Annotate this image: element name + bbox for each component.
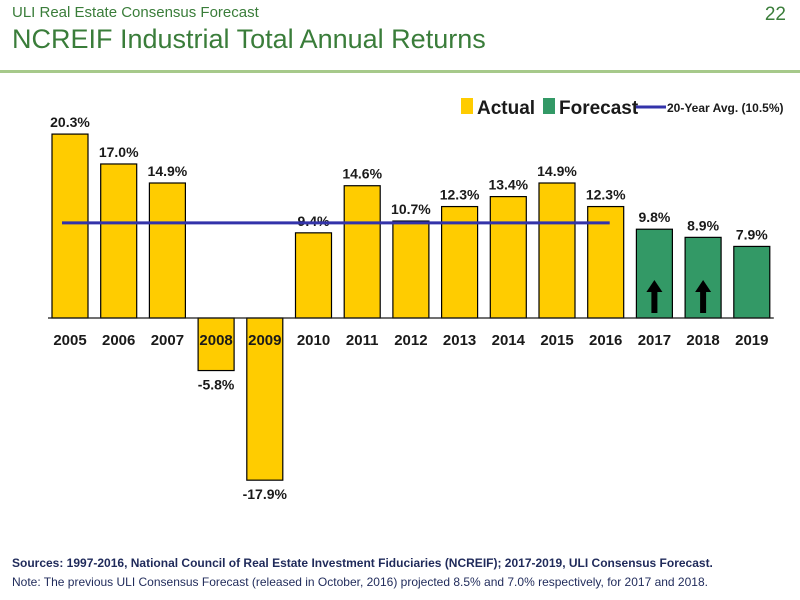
bar-2013 [441, 205, 479, 319]
note-footnote: Note: The previous ULI Consensus Forecas… [12, 575, 708, 589]
x-tick-2016: 2016 [589, 332, 622, 349]
x-tick-2007: 2007 [151, 332, 184, 349]
x-tick-2014: 2014 [492, 332, 526, 349]
bar-2010 [294, 232, 333, 319]
x-tick-2018: 2018 [686, 332, 719, 349]
value-label-2006: 17.0% [99, 144, 139, 160]
up-arrow-icon-2017 [646, 280, 663, 313]
x-tick-2015: 2015 [540, 332, 573, 349]
x-tick-2009: 2009 [248, 332, 281, 349]
value-label-2013: 12.3% [440, 187, 480, 203]
x-tick-2006: 2006 [102, 332, 135, 349]
legend-forecast-swatch [543, 98, 555, 114]
bars-group [48, 133, 774, 481]
returns-bar-chart: Actual Forecast 20-Year Avg. (10.5%) 20.… [48, 98, 784, 502]
value-labels-group: 20.3% 17.0% 14.9% -5.8% -17.9% 9.4% 14.6% 10.7%… [50, 114, 768, 502]
legend-forecast-label: Forecast [559, 98, 639, 119]
value-label-2015: 14.9% [537, 163, 577, 179]
x-tick-labels-group: 2005 2006 2007 2008 2009 2010 2011 2012 2013 2014… [53, 332, 768, 349]
x-tick-2011: 2011 [346, 332, 379, 349]
value-label-2018: 8.9% [687, 217, 719, 233]
x-tick-2010: 2010 [297, 332, 330, 349]
legend-average-label: 20-Year Avg. (10.5%) [667, 101, 784, 115]
average-line-group [62, 221, 712, 313]
bar-2015 [538, 182, 576, 319]
chart-legend: Actual Forecast 20-Year Avg. (10.5%) [461, 98, 784, 119]
bar-2012 [392, 220, 430, 319]
bar-2007 [148, 182, 186, 319]
legend-actual-swatch [461, 98, 473, 114]
bar-2006 [100, 163, 138, 319]
bar-2014 [489, 195, 527, 319]
value-label-2017: 9.8% [638, 209, 670, 225]
value-label-2014: 13.4% [488, 177, 528, 193]
x-tick-2019: 2019 [735, 332, 768, 349]
legend-actual-label: Actual [477, 98, 535, 119]
x-tick-2017: 2017 [638, 332, 671, 349]
value-label-2019: 7.9% [736, 226, 768, 242]
value-label-2011: 14.6% [342, 166, 382, 182]
bar-2009 [246, 317, 284, 481]
value-label-2008: -5.8% [198, 377, 235, 393]
bar-2008 [197, 317, 235, 372]
x-tick-2012: 2012 [394, 332, 427, 349]
value-label-2010: 9.4% [298, 213, 330, 229]
x-tick-2005: 2005 [53, 332, 86, 349]
x-tick-2013: 2013 [443, 332, 476, 349]
value-label-2007: 14.9% [148, 163, 188, 179]
bar-2011 [343, 185, 381, 319]
page-number: 22 [764, 4, 786, 25]
value-label-2012: 10.7% [391, 201, 431, 217]
slide-title: NCREIF Industrial Total Annual Returns [12, 24, 486, 54]
x-tick-2008: 2008 [199, 332, 232, 349]
slide-kicker: ULI Real Estate Consensus Forecast [12, 4, 259, 21]
sources-footnote: Sources: 1997-2016, National Council of … [12, 556, 713, 570]
value-label-2016: 12.3% [586, 187, 626, 203]
value-label-2009: -17.9% [243, 486, 288, 502]
bar-2019 [733, 245, 771, 319]
header-divider [0, 70, 800, 73]
bar-2005 [51, 133, 89, 319]
value-label-2005: 20.3% [50, 114, 90, 130]
up-arrow-icon-2018 [695, 280, 712, 313]
